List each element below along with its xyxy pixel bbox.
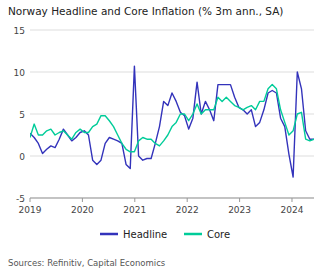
- grid-line: [30, 198, 314, 199]
- y-tick-label: 5: [19, 110, 25, 120]
- x-tick: [134, 198, 135, 202]
- source: Sources: Refinitiv, Capital Economics: [8, 258, 166, 268]
- x-axis-line: [30, 198, 314, 199]
- y-tick-label: 10: [14, 68, 26, 78]
- x-tick: [291, 198, 292, 202]
- legend-swatch: [184, 233, 202, 236]
- legend-label: Core: [207, 229, 230, 240]
- x-tick: [187, 198, 188, 202]
- legend: Headline Core: [100, 229, 230, 240]
- x-tick: [30, 198, 31, 202]
- x-axis: 2019 2020 2021 2022 2023 2024: [19, 198, 314, 215]
- grid-line: [30, 114, 314, 115]
- x-tick: [82, 198, 83, 202]
- line: [30, 66, 314, 177]
- legend-label: Headline: [123, 229, 167, 240]
- y-tick-label: 0: [19, 152, 25, 162]
- y-tick-label: -5: [16, 194, 25, 204]
- y-tick-label: 15: [14, 26, 25, 36]
- x-tick-label: 2024: [281, 205, 304, 215]
- grid-line: [30, 156, 314, 157]
- x-tick-label: 2023: [228, 205, 251, 215]
- y-axis: -5 0 5 10 15: [14, 26, 314, 204]
- chart: Norway Headline and Core Inflation (% 3m…: [0, 0, 325, 273]
- title: Norway Headline and Core Inflation (% 3m…: [8, 5, 283, 17]
- line: [30, 85, 314, 152]
- series-group: [30, 66, 314, 177]
- grid-line: [30, 30, 314, 31]
- x-tick-label: 2021: [123, 205, 146, 215]
- x-tick-label: 2020: [71, 205, 94, 215]
- grid-line: [30, 72, 314, 73]
- x-tick-label: 2019: [19, 205, 42, 215]
- legend-swatch: [100, 233, 118, 236]
- x-tick-label: 2022: [176, 205, 199, 215]
- x-tick: [239, 198, 240, 202]
